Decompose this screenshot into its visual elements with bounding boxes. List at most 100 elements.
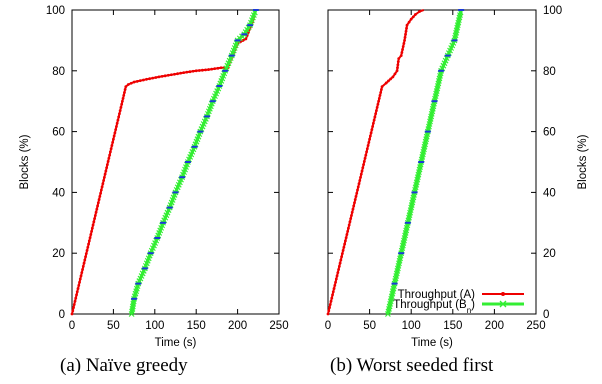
data-point xyxy=(80,271,84,275)
data-point xyxy=(210,67,214,71)
caption-b: (b) Worst seeded first xyxy=(330,355,494,376)
data-point xyxy=(387,79,390,83)
data-point xyxy=(86,245,90,249)
data-point xyxy=(336,271,340,275)
data-point xyxy=(96,201,100,205)
data-point xyxy=(79,274,83,278)
data-point xyxy=(404,32,407,36)
data-point xyxy=(341,249,345,252)
data-point xyxy=(339,258,343,262)
data-point xyxy=(73,299,77,303)
x-axis-label: Time (s) xyxy=(155,337,197,349)
data-point xyxy=(407,20,411,24)
data-point xyxy=(365,150,368,154)
data-point xyxy=(113,131,117,135)
data-point xyxy=(366,144,370,147)
data-point xyxy=(371,121,375,125)
data-point xyxy=(207,68,211,71)
data-point xyxy=(331,293,334,297)
data-point xyxy=(105,166,109,170)
data-point xyxy=(377,99,381,103)
data-point xyxy=(97,198,101,201)
data-point xyxy=(367,140,371,144)
legend-marker-a xyxy=(501,292,505,296)
data-point xyxy=(81,264,85,268)
data-point xyxy=(337,268,340,271)
data-point xyxy=(120,102,124,106)
data-point xyxy=(219,66,223,70)
data-point xyxy=(76,287,80,290)
data-point xyxy=(157,75,161,79)
y-tick-label: 100 xyxy=(543,5,562,17)
data-point xyxy=(197,69,201,72)
data-point xyxy=(93,214,97,217)
data-point xyxy=(71,309,75,313)
data-point xyxy=(101,182,105,186)
data-point xyxy=(94,210,98,214)
data-point xyxy=(122,94,126,97)
data-point xyxy=(340,255,344,259)
x-tick-label: 50 xyxy=(107,320,120,332)
data-point xyxy=(400,51,404,54)
plot-frame xyxy=(71,9,280,315)
data-point xyxy=(338,261,342,265)
data-point xyxy=(118,112,121,116)
data-point xyxy=(397,57,401,61)
x-tick-label: 0 xyxy=(325,320,331,332)
plot-frame xyxy=(327,9,537,315)
data-point xyxy=(81,268,84,271)
data-point xyxy=(344,236,348,240)
data-point xyxy=(393,72,397,76)
y-tick-label: 20 xyxy=(52,248,65,260)
data-point xyxy=(342,245,346,249)
x-tick-label: 250 xyxy=(526,320,545,332)
data-point xyxy=(166,73,170,77)
data-point xyxy=(108,153,112,157)
data-point xyxy=(403,39,406,42)
data-point xyxy=(90,229,93,233)
legend-label-b: Throughput (Bn) xyxy=(393,299,475,315)
data-point xyxy=(123,88,127,91)
data-point xyxy=(78,277,82,281)
data-point xyxy=(92,220,96,224)
x-tick-label: 50 xyxy=(363,320,376,332)
data-point xyxy=(176,72,179,76)
panel-a: 0 50 100 150 200 250 0 20 40 60 80 100 Time (s) Block… xyxy=(19,5,289,349)
data-point xyxy=(126,83,130,86)
data-point xyxy=(115,125,118,128)
y-tick-label: 20 xyxy=(543,248,556,260)
data-point xyxy=(351,207,355,211)
data-point xyxy=(391,75,395,79)
data-point xyxy=(191,69,195,73)
data-point xyxy=(359,175,362,179)
data-point xyxy=(377,96,381,100)
data-point xyxy=(368,137,371,141)
data-point xyxy=(151,76,155,80)
series-b xyxy=(128,9,259,317)
data-point xyxy=(375,109,378,112)
data-point xyxy=(334,280,337,284)
data-point xyxy=(82,261,86,265)
data-point xyxy=(87,242,90,246)
x-tick-label: 200 xyxy=(485,320,504,332)
data-point xyxy=(109,147,113,151)
data-point xyxy=(403,35,407,39)
data-point xyxy=(355,191,359,195)
y-tick-label: 60 xyxy=(543,127,556,139)
y-tick-label: 0 xyxy=(543,309,549,321)
data-point xyxy=(353,198,357,201)
data-point xyxy=(84,255,87,259)
data-point xyxy=(185,70,189,74)
data-point xyxy=(337,264,341,268)
data-point xyxy=(362,163,365,167)
data-point xyxy=(360,169,364,173)
legend: Throughput (A)Throughput (Bn) xyxy=(393,289,524,315)
x-tick-label: 0 xyxy=(69,320,75,332)
data-point xyxy=(182,71,186,75)
data-point xyxy=(399,54,403,57)
data-point xyxy=(352,204,356,208)
data-point xyxy=(102,175,106,179)
data-point xyxy=(91,223,95,227)
